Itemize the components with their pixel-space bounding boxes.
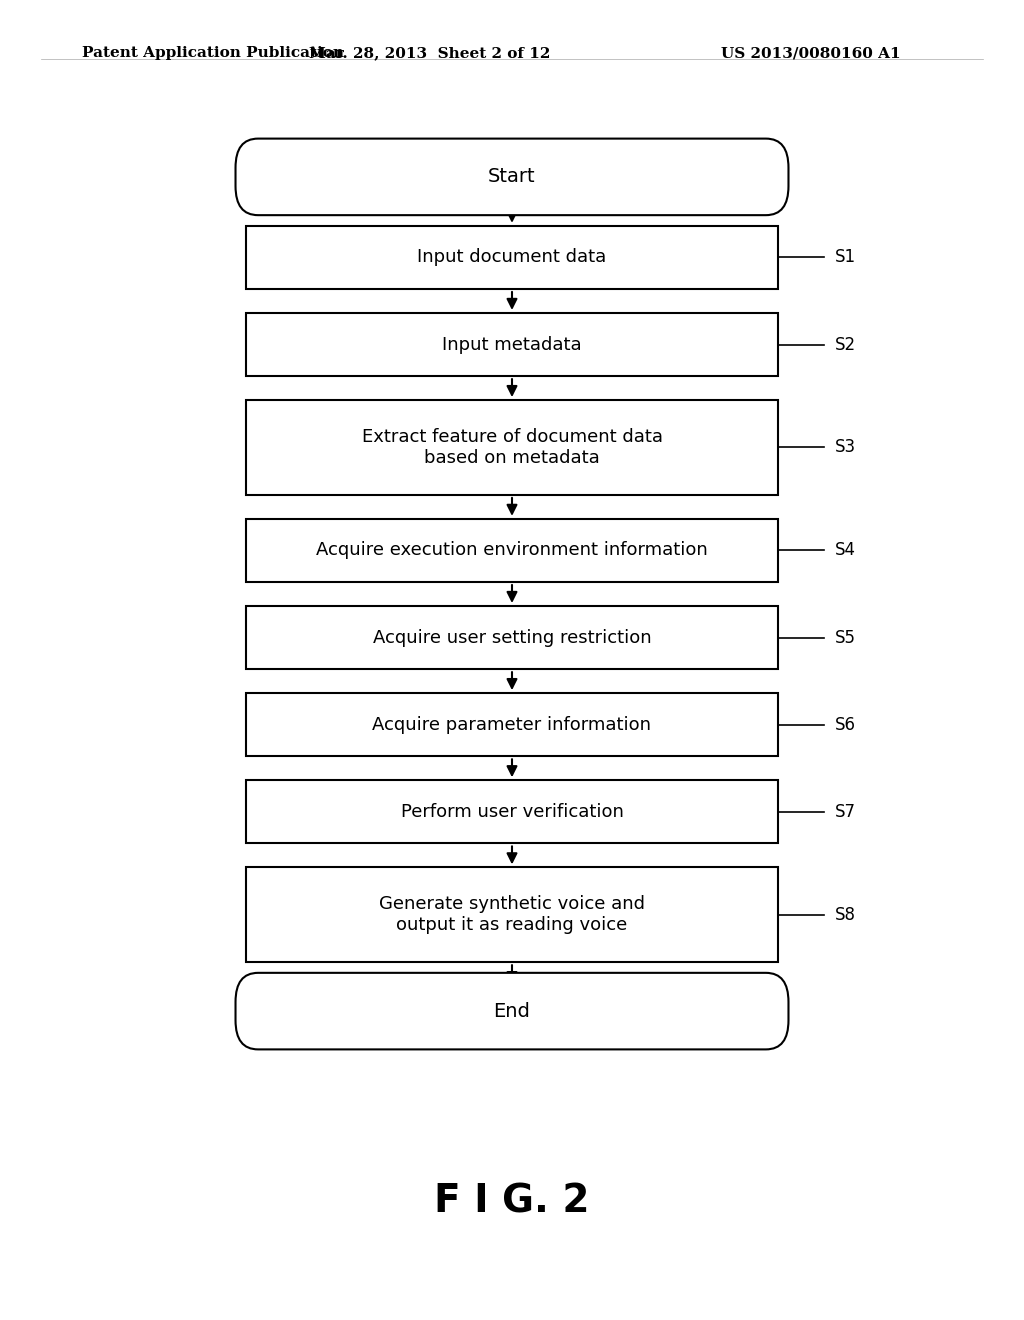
Text: S2: S2	[835, 335, 856, 354]
Text: Start: Start	[488, 168, 536, 186]
FancyBboxPatch shape	[246, 780, 778, 843]
FancyBboxPatch shape	[236, 139, 788, 215]
Text: S1: S1	[835, 248, 856, 267]
Text: Patent Application Publication: Patent Application Publication	[82, 46, 344, 61]
Text: Acquire execution environment information: Acquire execution environment informatio…	[316, 541, 708, 560]
FancyBboxPatch shape	[246, 693, 778, 756]
Text: Mar. 28, 2013  Sheet 2 of 12: Mar. 28, 2013 Sheet 2 of 12	[309, 46, 551, 61]
Text: S6: S6	[835, 715, 856, 734]
FancyBboxPatch shape	[246, 519, 778, 582]
Text: S8: S8	[835, 906, 856, 924]
Text: Extract feature of document data
based on metadata: Extract feature of document data based o…	[361, 428, 663, 467]
Text: Acquire parameter information: Acquire parameter information	[373, 715, 651, 734]
FancyBboxPatch shape	[246, 867, 778, 962]
Text: Input metadata: Input metadata	[442, 335, 582, 354]
Text: S3: S3	[835, 438, 856, 457]
FancyBboxPatch shape	[236, 973, 788, 1049]
FancyBboxPatch shape	[246, 400, 778, 495]
FancyBboxPatch shape	[246, 313, 778, 376]
Text: Perform user verification: Perform user verification	[400, 803, 624, 821]
Text: US 2013/0080160 A1: US 2013/0080160 A1	[722, 46, 901, 61]
Text: End: End	[494, 1002, 530, 1020]
Text: S5: S5	[835, 628, 856, 647]
Text: Generate synthetic voice and
output it as reading voice: Generate synthetic voice and output it a…	[379, 895, 645, 935]
FancyBboxPatch shape	[246, 226, 778, 289]
Text: Input document data: Input document data	[418, 248, 606, 267]
FancyBboxPatch shape	[246, 606, 778, 669]
Text: S7: S7	[835, 803, 856, 821]
Text: S4: S4	[835, 541, 856, 560]
Text: Acquire user setting restriction: Acquire user setting restriction	[373, 628, 651, 647]
Text: F I G. 2: F I G. 2	[434, 1183, 590, 1220]
